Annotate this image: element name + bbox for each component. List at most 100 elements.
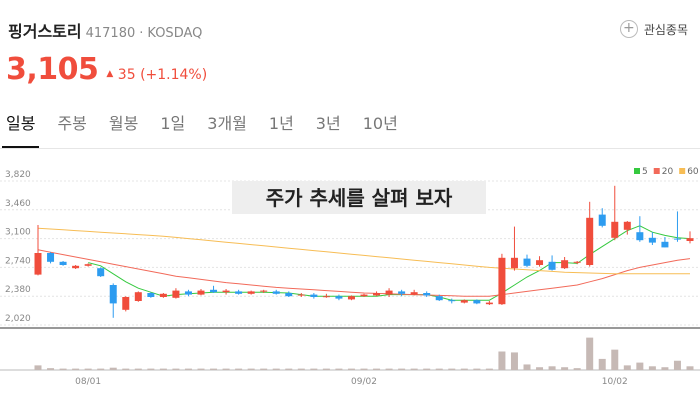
y-tick-label: 3,820: [5, 170, 31, 180]
volume-bar: [611, 349, 619, 370]
candle-body: [360, 294, 368, 297]
ma-line: [37, 249, 691, 297]
period-tab[interactable]: 주봉: [57, 114, 87, 133]
volume-bar: [561, 367, 569, 370]
candle-body: [410, 292, 418, 295]
volume-bar: [197, 368, 205, 370]
volume-bar: [210, 368, 218, 370]
period-tab[interactable]: 1일: [160, 114, 186, 133]
volume-bar: [285, 368, 293, 370]
period-tab[interactable]: 10년: [362, 114, 398, 133]
candle-body: [109, 285, 117, 304]
candle-body: [272, 291, 280, 294]
period-tab[interactable]: 1년: [268, 114, 294, 133]
period-tab[interactable]: 3년: [315, 114, 341, 133]
volume-bar: [134, 368, 142, 370]
ma-line: [37, 227, 690, 275]
candle-body: [673, 238, 681, 240]
volume-bar: [122, 368, 130, 370]
candle-body: [586, 217, 594, 265]
candle-body: [47, 253, 55, 262]
volume-bar: [72, 368, 80, 370]
x-tick-label: 09/02: [351, 377, 377, 387]
stock-code: 417180: [85, 26, 136, 41]
volume-bar: [360, 368, 368, 370]
candle-body: [510, 257, 518, 269]
candle-body: [423, 293, 431, 296]
price-row: 3,105 ▲ 35 (+1.14%): [6, 52, 207, 87]
candle-body: [210, 289, 218, 293]
candle-body: [260, 290, 268, 292]
volume-bar: [510, 352, 518, 370]
volume-bar: [385, 368, 393, 370]
volume-bar: [335, 368, 343, 370]
volume-bar: [222, 368, 230, 370]
period-tab[interactable]: 일봉: [1, 110, 40, 148]
volume-bar: [322, 368, 330, 370]
candle-body: [435, 296, 443, 301]
x-tick-label: 10/02: [602, 377, 628, 387]
title-background: [232, 181, 486, 214]
legend-label: 5: [642, 167, 648, 177]
legend-swatch: [653, 168, 660, 174]
volume-bar: [184, 368, 192, 370]
volume-bar: [34, 365, 42, 370]
candle-body: [235, 291, 243, 294]
volume-bar: [423, 368, 431, 370]
legend-swatch: [679, 168, 686, 174]
candle-body: [686, 238, 694, 241]
price-change: ▲ 35 (+1.14%): [106, 67, 208, 83]
candle-body: [310, 294, 318, 297]
candle-body: [335, 296, 343, 299]
candle-body: [536, 260, 544, 265]
period-tab[interactable]: 3개월: [207, 114, 247, 133]
candle-body: [473, 300, 481, 304]
candle-body: [97, 268, 105, 277]
volume-bar: [410, 368, 418, 370]
watch-button[interactable]: + 관심종목: [619, 20, 688, 38]
candle-body: [623, 221, 631, 230]
legend-label: 20: [662, 167, 674, 177]
volume-bar: [97, 368, 105, 370]
volume-bar: [247, 368, 255, 370]
change: 35: [117, 67, 136, 83]
volume-bar: [347, 368, 355, 370]
volume-bar: [147, 368, 155, 370]
volume-bar: [260, 368, 268, 370]
volume-bar: [636, 362, 644, 370]
x-tick-label: 08/01: [75, 377, 101, 387]
candle-body: [247, 291, 255, 294]
candle-body: [561, 260, 569, 269]
candle-body: [485, 302, 493, 305]
volume-bar: [59, 368, 67, 370]
candle-body: [197, 290, 205, 295]
volume-bar: [398, 368, 406, 370]
candle-body: [159, 293, 167, 297]
volume-bar: [235, 368, 243, 370]
volume-bar: [297, 368, 305, 370]
candle-body: [34, 253, 42, 275]
period-tab[interactable]: 월봉: [108, 114, 139, 133]
candle-body: [297, 294, 305, 296]
volume-bar: [673, 360, 681, 370]
candle-body: [347, 296, 355, 300]
volume-bar: [648, 366, 656, 370]
candle-body: [523, 258, 531, 266]
chart-title: 주가 추세를 살펴 보자: [266, 186, 453, 210]
volume-bar: [598, 358, 606, 370]
y-tick-label: 2,740: [5, 256, 31, 266]
candle-body: [322, 296, 330, 298]
y-tick-label: 2,380: [5, 285, 31, 295]
candle-body: [636, 232, 644, 241]
candle-body: [648, 237, 656, 243]
y-tick-label: 2,020: [5, 314, 31, 324]
volume-bar: [661, 367, 669, 370]
candle-body: [84, 264, 92, 266]
candle-body: [611, 221, 619, 238]
candle-body: [147, 293, 155, 297]
volume-bar: [536, 367, 544, 370]
candle-body: [548, 261, 556, 270]
volume-bar: [448, 368, 456, 370]
candle-body: [460, 300, 468, 303]
